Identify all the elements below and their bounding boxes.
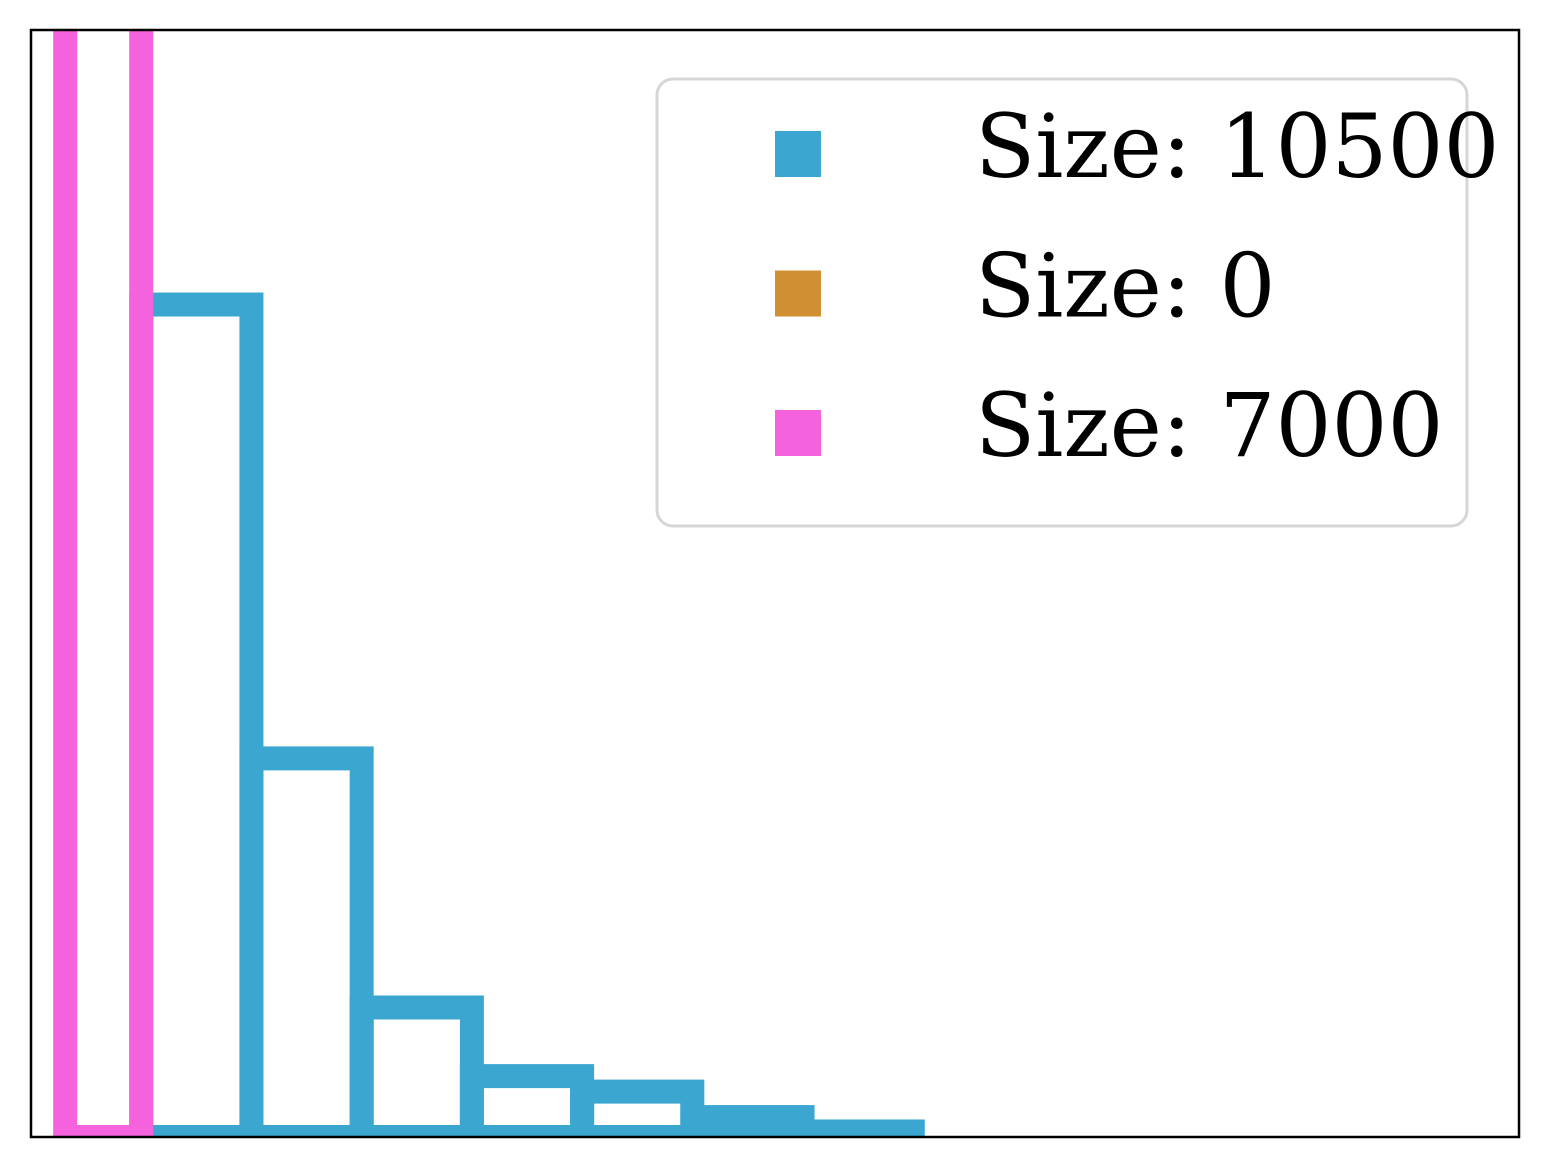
- legend-label: Size: 0: [975, 234, 1275, 337]
- legend-label: Size: 7000: [975, 374, 1443, 477]
- plot-area: [53, 30, 925, 1137]
- legend-swatch: [775, 131, 821, 177]
- histogram-bar: [680, 1105, 815, 1137]
- legend: Size: 10500 Size: 0 Size: 7000: [655, 77, 1499, 528]
- legend-swatch: [775, 270, 821, 317]
- axes-frame: [29, 28, 1521, 1139]
- histogram-bar: [239, 746, 374, 1137]
- histogram-bar: [53, 30, 154, 1137]
- legend-label: Size: 10500: [975, 95, 1499, 198]
- legend-box: [655, 77, 1469, 528]
- legend-swatch: [775, 410, 821, 456]
